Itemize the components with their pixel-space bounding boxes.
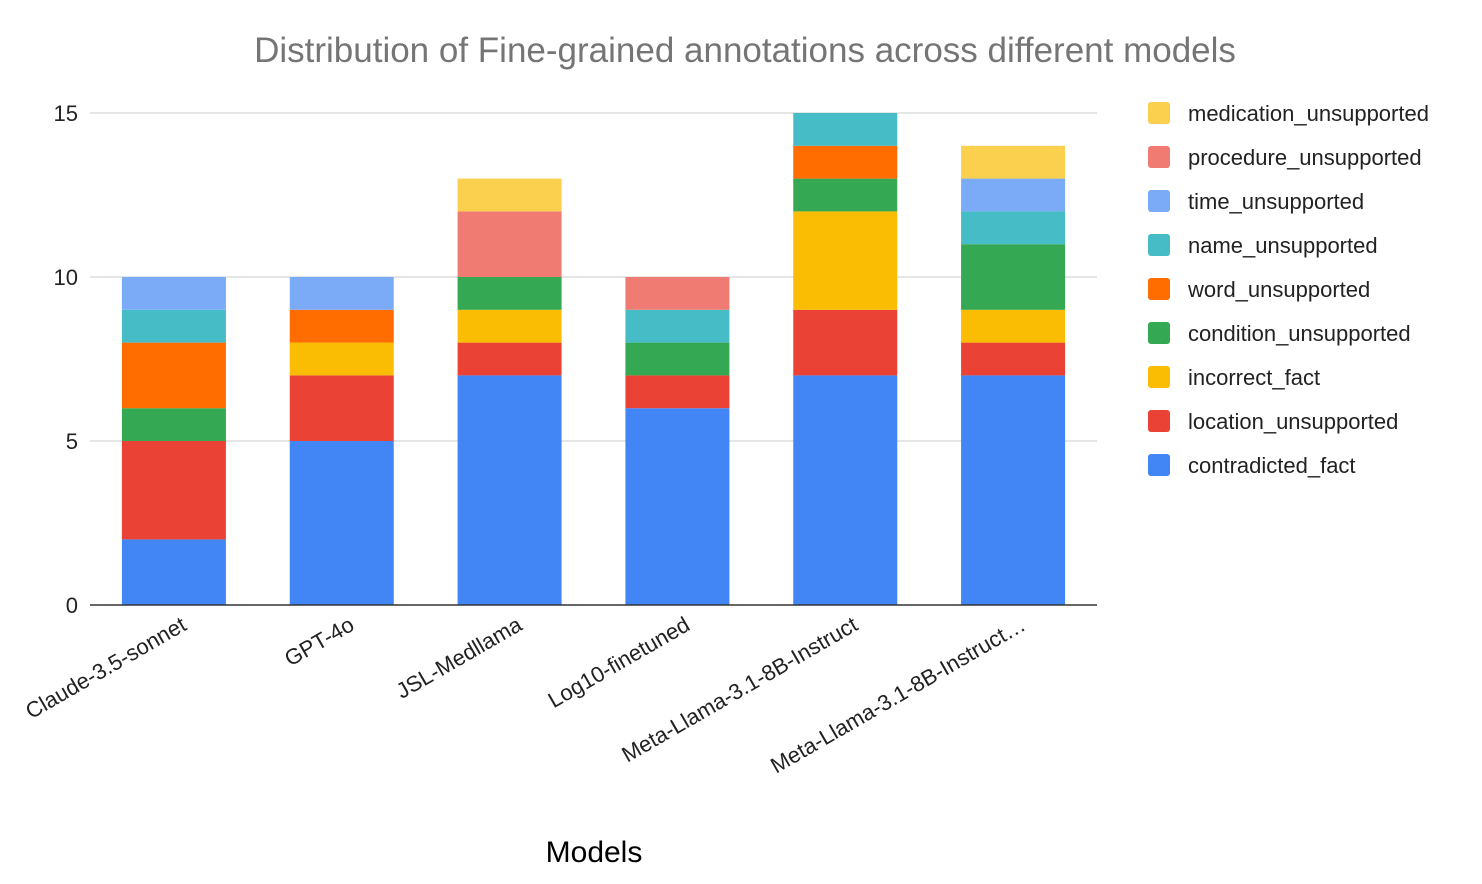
bar-claude-3-5-sonnet-time-unsupported xyxy=(121,277,226,310)
bar-jsl-medllama-procedure-unsupported xyxy=(457,211,562,277)
legend-swatch-name-unsupported xyxy=(1148,234,1170,256)
bar-jsl-medllama-location-unsupported xyxy=(457,342,562,376)
x-tick-label-log10-finetuned: Log10-finetuned xyxy=(544,612,694,713)
x-tick-label-gpt-4o: GPT-4o xyxy=(280,612,358,672)
bar-meta-llama-3-1-8b-instruct-incorrect-fact xyxy=(961,309,1066,343)
legend-item-procedure-unsupported: procedure_unsupported xyxy=(1148,145,1422,170)
y-tick-label-15: 15 xyxy=(54,101,78,126)
legend-label-condition-unsupported: condition_unsupported xyxy=(1188,321,1411,346)
x-axis-label: Models xyxy=(546,836,643,869)
y-tick-label-0: 0 xyxy=(66,593,78,618)
legend-swatch-incorrect-fact xyxy=(1148,366,1170,388)
x-tick-label-claude-3-5-sonnet: Claude-3.5-sonnet xyxy=(21,612,190,724)
bar-meta-llama-3-1-8b-instruct-contradicted-fact xyxy=(961,375,1066,605)
legend-label-time-unsupported: time_unsupported xyxy=(1188,189,1364,214)
bar-meta-llama-3-1-8b-instruct-name-unsupported xyxy=(961,211,1066,245)
bar-meta-llama-3-1-8b-instruct-condition-unsupported xyxy=(961,244,1066,310)
bar-claude-3-5-sonnet-location-unsupported xyxy=(121,441,226,540)
bar-gpt-4o-contradicted-fact xyxy=(289,441,394,605)
bar-jsl-medllama-condition-unsupported xyxy=(457,277,562,310)
bar-meta-llama-3-1-8b-instruct-location-unsupported xyxy=(793,309,898,376)
legend-item-medication-unsupported: medication_unsupported xyxy=(1148,101,1429,126)
bar-log10-finetuned-condition-unsupported xyxy=(625,342,730,376)
legend-swatch-medication-unsupported xyxy=(1148,102,1170,124)
legend-item-time-unsupported: time_unsupported xyxy=(1148,189,1364,214)
legend-swatch-time-unsupported xyxy=(1148,190,1170,212)
legend-label-procedure-unsupported: procedure_unsupported xyxy=(1188,145,1422,170)
legend-swatch-condition-unsupported xyxy=(1148,322,1170,344)
legend-label-location-unsupported: location_unsupported xyxy=(1188,409,1398,434)
y-tick-label-5: 5 xyxy=(66,429,78,454)
bar-claude-3-5-sonnet-word-unsupported xyxy=(121,342,226,409)
bar-jsl-medllama-contradicted-fact xyxy=(457,375,562,605)
legend-item-incorrect-fact: incorrect_fact xyxy=(1148,365,1320,390)
bar-meta-llama-3-1-8b-instruct-location-unsupported xyxy=(961,342,1066,376)
bar-claude-3-5-sonnet-name-unsupported xyxy=(121,309,226,343)
bars xyxy=(121,113,1066,605)
bar-log10-finetuned-procedure-unsupported xyxy=(625,277,730,310)
legend-label-name-unsupported: name_unsupported xyxy=(1188,233,1378,258)
bar-jsl-medllama-medication-unsupported xyxy=(457,178,562,212)
bar-gpt-4o-incorrect-fact xyxy=(289,342,394,376)
bar-meta-llama-3-1-8b-instruct-medication-unsupported xyxy=(961,145,1066,179)
bar-log10-finetuned-contradicted-fact xyxy=(625,408,730,605)
legend: medication_unsupported procedure_unsuppor… xyxy=(1148,101,1429,478)
legend-item-name-unsupported: name_unsupported xyxy=(1148,233,1378,258)
legend-item-location-unsupported: location_unsupported xyxy=(1148,409,1398,434)
x-tick-label-jsl-medllama: JSL-Medllama xyxy=(392,611,527,703)
legend-label-incorrect-fact: incorrect_fact xyxy=(1188,365,1320,390)
legend-swatch-word-unsupported xyxy=(1148,278,1170,300)
bar-meta-llama-3-1-8b-instruct-condition-unsupported xyxy=(793,178,898,212)
legend-item-contradicted-fact: contradicted_fact xyxy=(1148,453,1356,478)
bar-meta-llama-3-1-8b-instruct-incorrect-fact xyxy=(793,211,898,310)
legend-item-condition-unsupported: condition_unsupported xyxy=(1148,321,1411,346)
bar-meta-llama-3-1-8b-instruct-word-unsupported xyxy=(793,145,898,179)
bar-log10-finetuned-name-unsupported xyxy=(625,309,730,343)
bar-meta-llama-3-1-8b-instruct-name-unsupported xyxy=(793,113,898,146)
bar-gpt-4o-time-unsupported xyxy=(289,277,394,310)
legend-swatch-contradicted-fact xyxy=(1148,454,1170,476)
y-tick-label-10: 10 xyxy=(54,265,78,290)
legend-swatch-location-unsupported xyxy=(1148,410,1170,432)
legend-swatch-procedure-unsupported xyxy=(1148,146,1170,168)
legend-label-word-unsupported: word_unsupported xyxy=(1187,277,1370,302)
bar-claude-3-5-sonnet-contradicted-fact xyxy=(121,539,226,605)
bar-jsl-medllama-incorrect-fact xyxy=(457,309,562,343)
bar-meta-llama-3-1-8b-instruct-contradicted-fact xyxy=(793,375,898,605)
bar-gpt-4o-word-unsupported xyxy=(289,309,394,343)
bar-gpt-4o-location-unsupported xyxy=(289,375,394,441)
gridlines xyxy=(90,112,1097,442)
legend-label-contradicted-fact: contradicted_fact xyxy=(1188,453,1356,478)
bar-meta-llama-3-1-8b-instruct-time-unsupported xyxy=(961,178,1066,212)
bar-log10-finetuned-location-unsupported xyxy=(625,375,730,409)
chart-title: Distribution of Fine-grained annotations… xyxy=(254,31,1236,70)
legend-item-word-unsupported: word_unsupported xyxy=(1148,277,1370,302)
legend-label-medication-unsupported: medication_unsupported xyxy=(1188,101,1429,126)
bar-claude-3-5-sonnet-condition-unsupported xyxy=(121,408,226,441)
